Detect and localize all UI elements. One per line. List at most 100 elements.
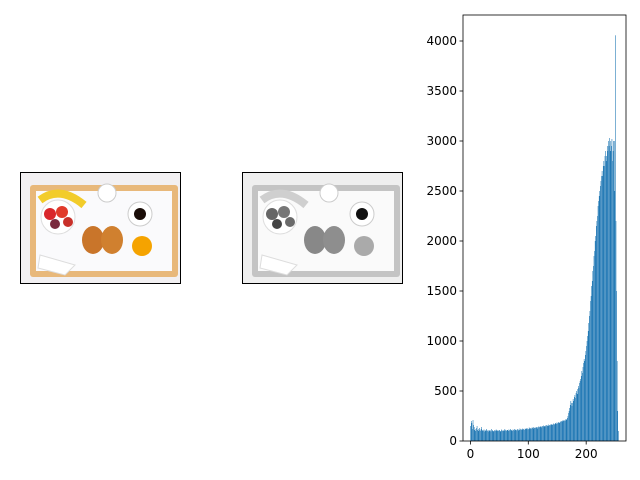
bar: [543, 426, 545, 441]
bar: [501, 430, 503, 441]
bar: [581, 371, 583, 441]
bar: [487, 430, 489, 441]
bar: [488, 431, 490, 441]
bar: [494, 430, 496, 441]
bar: [585, 351, 587, 441]
bar: [518, 430, 520, 441]
bar: [575, 398, 576, 441]
bar: [579, 381, 581, 441]
bar: [602, 176, 603, 441]
bar: [514, 430, 516, 441]
bar: [543, 425, 544, 441]
bar: [541, 426, 542, 441]
bar: [561, 421, 562, 441]
bar: [612, 161, 613, 441]
bar: [553, 424, 555, 441]
bar: [516, 430, 517, 441]
bar: [590, 296, 592, 441]
bar: [520, 429, 521, 441]
bar: [587, 336, 588, 441]
bar: [527, 429, 529, 441]
bar: [564, 421, 566, 441]
bar: [600, 186, 601, 441]
bar: [531, 427, 533, 441]
bar: [497, 431, 498, 441]
bar: [477, 430, 478, 441]
bar: [561, 421, 563, 441]
bar: [471, 423, 473, 441]
bar: [515, 429, 517, 441]
bar: [505, 430, 506, 441]
bar: [473, 425, 474, 441]
bar: [537, 427, 539, 441]
bar: [501, 429, 502, 441]
bar: [516, 430, 518, 441]
bar: [498, 431, 499, 441]
bar: [524, 430, 525, 441]
bar: [603, 161, 605, 441]
bar: [498, 430, 500, 441]
bar: [495, 431, 496, 441]
bar: [582, 373, 583, 441]
bar: [604, 166, 605, 441]
bar: [574, 395, 576, 441]
bar: [546, 426, 548, 441]
bar: [566, 420, 568, 441]
bar: [553, 423, 554, 441]
bar: [579, 383, 580, 441]
bar: [597, 206, 599, 441]
bar: [488, 431, 489, 441]
bar: [507, 430, 509, 441]
bar: [560, 422, 562, 441]
y-tick-label: 0: [449, 434, 457, 448]
bar: [597, 216, 598, 441]
bar: [616, 361, 618, 441]
bar: [586, 341, 588, 441]
bar: [571, 403, 572, 441]
bar: [523, 429, 524, 441]
bar: [480, 431, 481, 441]
bar: [548, 426, 550, 441]
bar: [532, 428, 533, 441]
bar: [567, 416, 569, 441]
x-tick-label: 100: [517, 447, 540, 461]
bar: [470, 421, 472, 441]
bar: [596, 226, 597, 441]
bar: [495, 429, 497, 441]
bar: [582, 367, 584, 441]
bar: [482, 431, 484, 441]
bar: [521, 430, 522, 441]
bar: [519, 428, 521, 441]
bar: [606, 156, 608, 441]
bar: [492, 431, 494, 441]
bar: [605, 151, 606, 441]
bar: [604, 156, 606, 441]
bar: [484, 430, 486, 441]
bar: [598, 196, 600, 441]
bar: [572, 399, 574, 441]
bar: [595, 236, 597, 441]
bar: [522, 428, 524, 441]
bar: [618, 431, 619, 441]
bar: [549, 425, 550, 441]
bar: [504, 429, 506, 441]
bar: [557, 423, 559, 441]
bar: [614, 191, 616, 441]
bar: [472, 420, 474, 441]
bar: [525, 429, 526, 441]
bar: [550, 424, 551, 441]
bar: [480, 429, 482, 441]
bar: [596, 221, 598, 441]
histogram-axes: 0 500 1000 1500 2000 2500 3000 3500 4000 0 100 200: [426, 14, 627, 461]
bar: [530, 428, 531, 441]
bar: [558, 422, 559, 441]
bar: [534, 428, 535, 441]
bar: [583, 359, 585, 441]
bar: [569, 408, 570, 441]
bar: [556, 422, 558, 441]
bar: [580, 379, 581, 441]
bar: [475, 431, 476, 441]
bar: [500, 431, 502, 441]
bar: [594, 241, 596, 441]
bar: [591, 281, 593, 441]
